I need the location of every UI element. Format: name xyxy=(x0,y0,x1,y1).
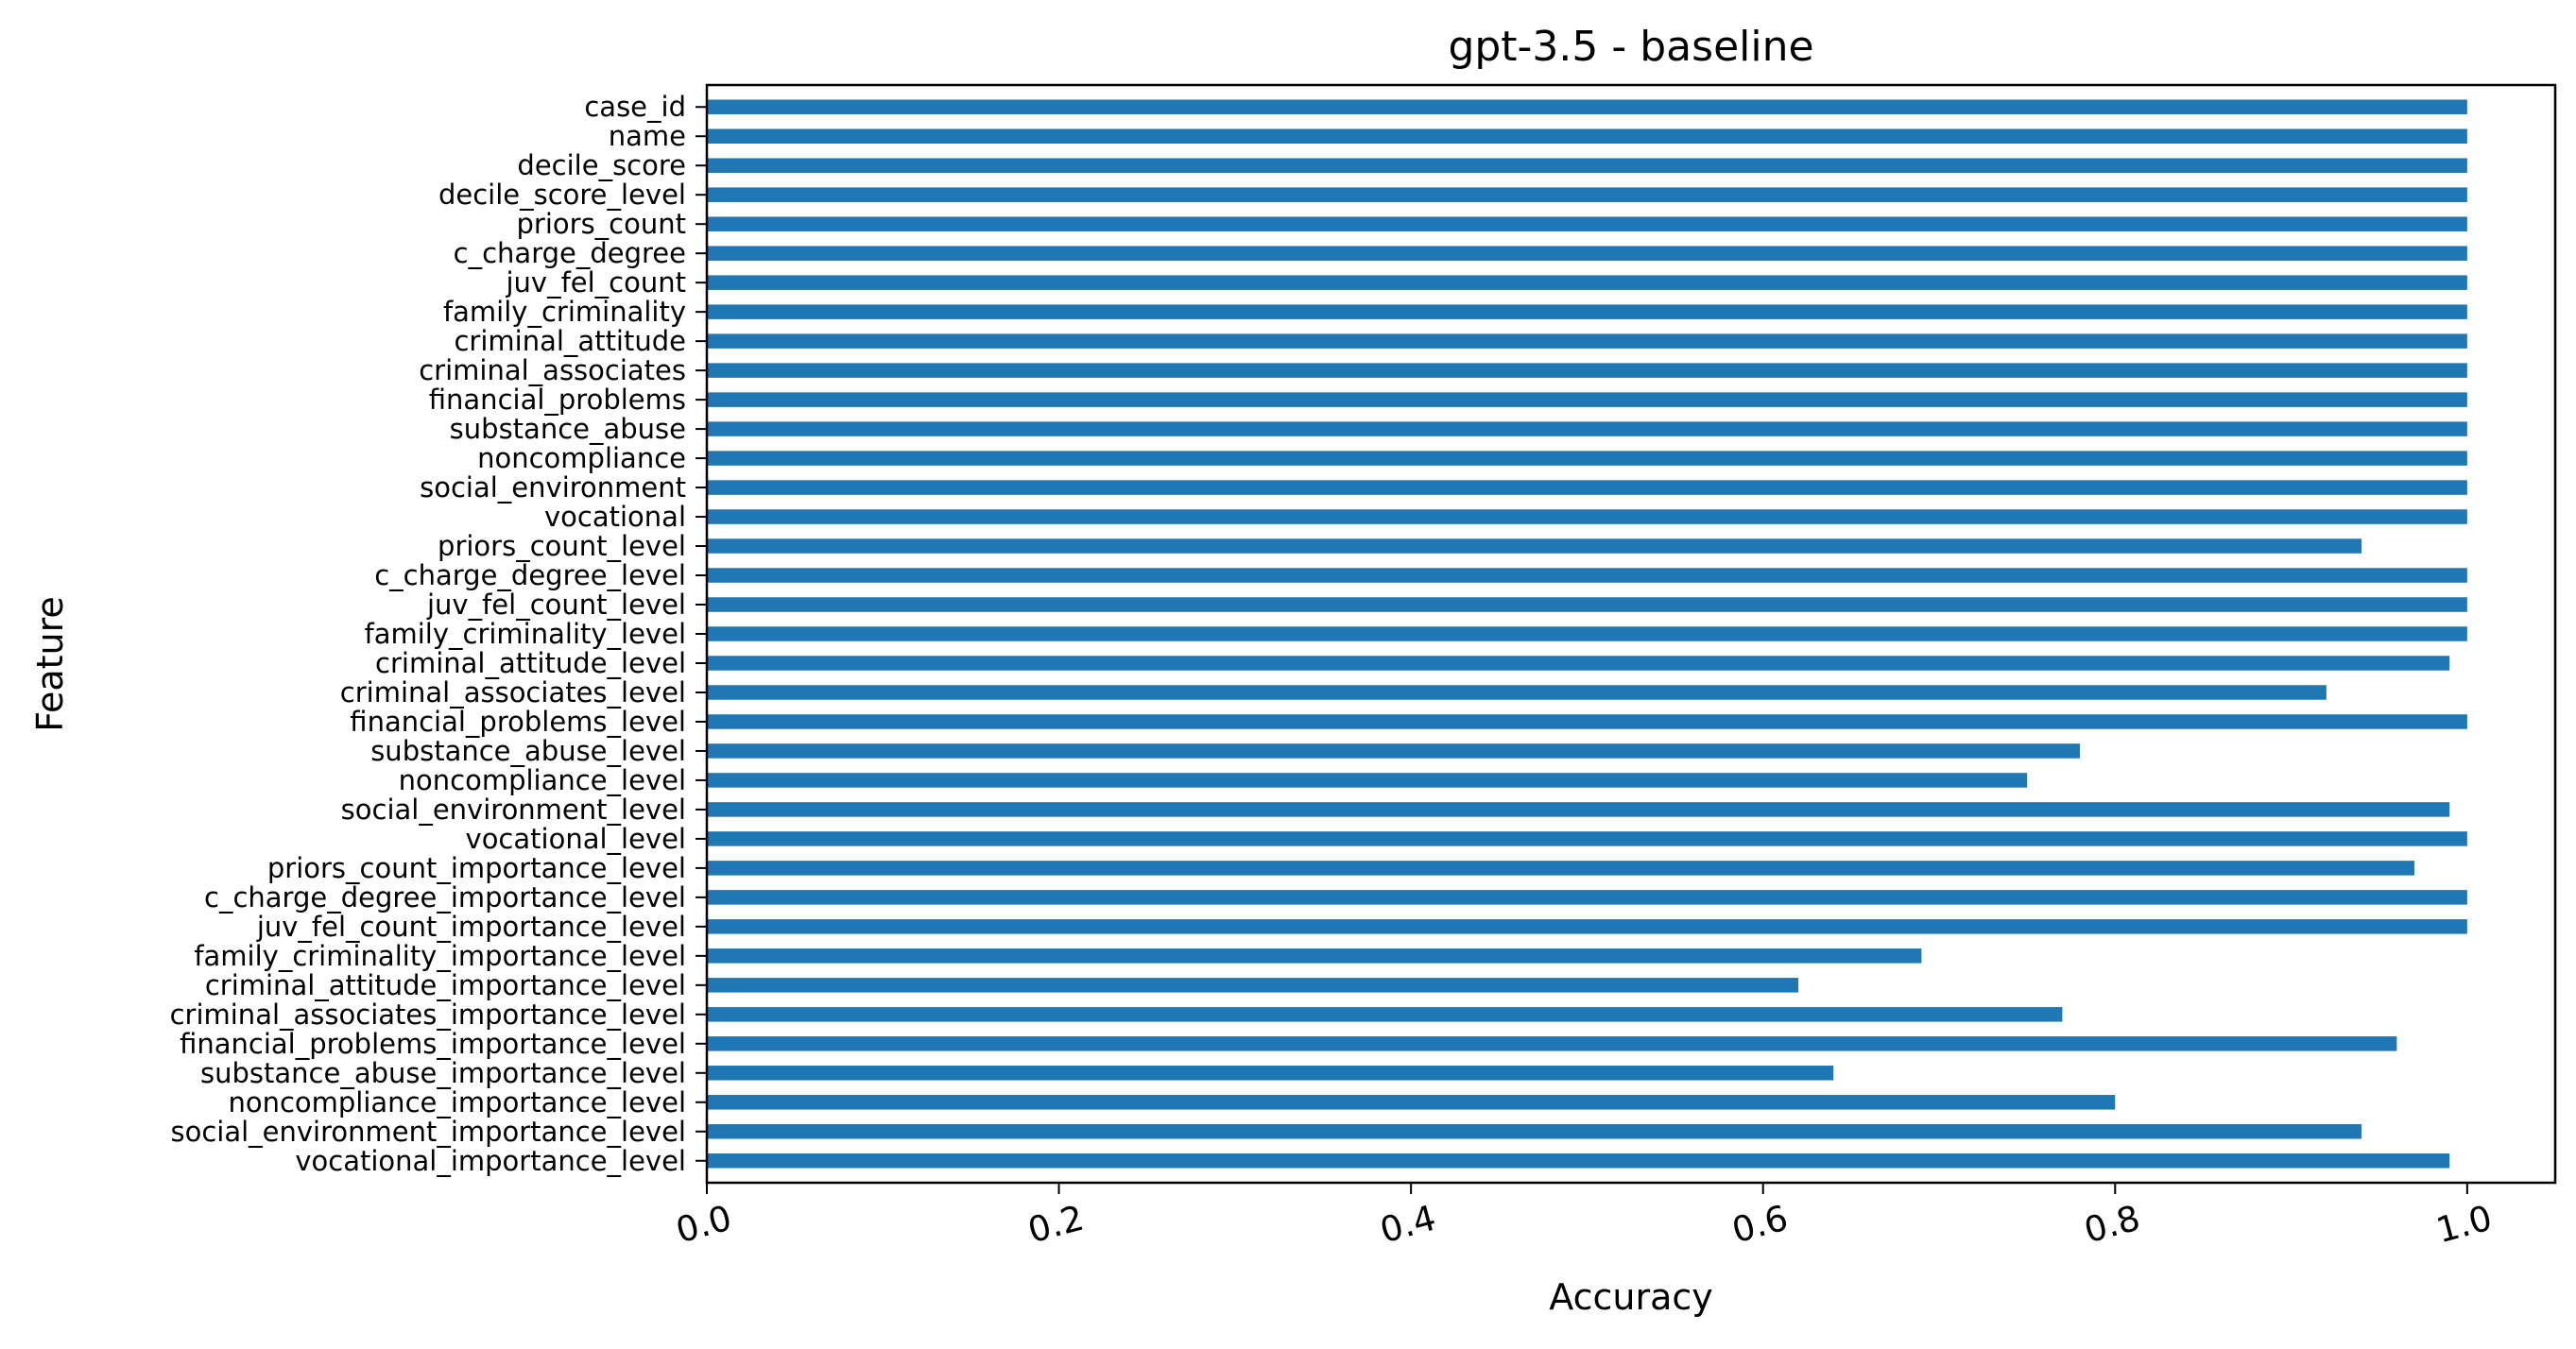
bar-vocational-level xyxy=(707,831,2467,846)
bar-priors-count-level xyxy=(707,538,2362,554)
y-tick-label: priors_count_importance_level xyxy=(267,852,686,884)
y-tick-label: financial_problems xyxy=(429,384,686,416)
y-axis-label: Feature xyxy=(29,596,71,732)
y-tick-label: criminal_attitude_importance_level xyxy=(205,969,686,1001)
y-tick-label: noncompliance_importance_level xyxy=(228,1086,686,1118)
y-tick-label: priors_count_level xyxy=(438,530,686,562)
bar-criminal-attitude-level xyxy=(707,656,2450,671)
bar-financial-problems-importance-level xyxy=(707,1036,2397,1051)
bar-criminal-attitude-importance-level xyxy=(707,978,1798,993)
y-tick-label: juv_fel_count xyxy=(505,266,686,299)
y-tick-label: vocational_level xyxy=(466,823,686,855)
bar-decile-score-level xyxy=(707,187,2467,202)
y-tick-label: noncompliance xyxy=(477,442,686,474)
bars-group xyxy=(707,99,2467,1169)
y-tick-label: decile_score xyxy=(517,149,686,181)
bar-social-environment-level xyxy=(707,802,2450,817)
bar-criminal-associates-level xyxy=(707,685,2327,700)
y-tick-label: c_charge_degree xyxy=(454,237,686,269)
y-tick-label: criminal_attitude_level xyxy=(375,647,686,679)
bar-financial-problems xyxy=(707,392,2467,407)
bar-juv-fel-count-importance-level xyxy=(707,919,2467,934)
y-tick-label: financial_problems_importance_level xyxy=(180,1028,686,1060)
bar-criminal-attitude xyxy=(707,333,2467,349)
y-tick-label: criminal_associates xyxy=(419,354,686,386)
y-tick-label: priors_count xyxy=(517,208,686,240)
y-tick-label: family_criminality_importance_level xyxy=(194,940,686,972)
y-tick-label: social_environment_level xyxy=(341,794,686,826)
bar-family-criminality-level xyxy=(707,626,2467,641)
chart-title: gpt-3.5 - baseline xyxy=(1448,23,1813,71)
bar-family-criminality xyxy=(707,304,2467,319)
y-tick-label: criminal_associates_importance_level xyxy=(170,999,686,1031)
bar-priors-count-importance-level xyxy=(707,861,2414,876)
bar-vocational-importance-level xyxy=(707,1153,2450,1169)
bar-vocational xyxy=(707,509,2467,524)
bar-name xyxy=(707,128,2467,144)
bar-noncompliance-level xyxy=(707,773,2028,788)
y-tick-label: noncompliance_level xyxy=(399,764,686,796)
y-tick-label: c_charge_degree_level xyxy=(374,559,686,591)
y-tick-label: c_charge_degree_importance_level xyxy=(204,881,686,914)
bar-priors-count xyxy=(707,216,2467,231)
bar-juv-fel-count-level xyxy=(707,597,2467,612)
bar-noncompliance xyxy=(707,451,2467,466)
bar-social-environment-importance-level xyxy=(707,1124,2362,1139)
y-tick-label: criminal_attitude xyxy=(454,325,686,357)
bar-substance-abuse-level xyxy=(707,743,2081,759)
bar-family-criminality-importance-level xyxy=(707,948,1922,964)
bar-financial-problems-level xyxy=(707,714,2467,729)
y-tick-label: juv_fel_count_level xyxy=(426,589,686,621)
bar-social-environment xyxy=(707,480,2467,495)
bar-case-id xyxy=(707,99,2467,114)
y-tick-label: name xyxy=(609,120,686,152)
bar-substance-abuse xyxy=(707,421,2467,436)
y-tick-label: case_id xyxy=(584,91,686,123)
y-tick-label: substance_abuse xyxy=(450,413,686,445)
bar-c-charge-degree-level xyxy=(707,568,2467,583)
y-tick-label: substance_abuse_importance_level xyxy=(200,1057,686,1089)
y-tick-group: case_idnamedecile_scoredecile_score_leve… xyxy=(170,91,707,1177)
y-tick-label: substance_abuse_level xyxy=(370,735,686,767)
y-tick-label: decile_score_level xyxy=(438,179,686,211)
y-tick-label: criminal_associates_level xyxy=(340,676,686,709)
bar-noncompliance-importance-level xyxy=(707,1095,2116,1110)
bar-c-charge-degree xyxy=(707,246,2467,261)
bar-decile-score xyxy=(707,158,2467,173)
y-tick-label: family_criminality_level xyxy=(365,618,687,650)
x-axis-label: Accuracy xyxy=(1549,1276,1713,1318)
y-tick-label: vocational_importance_level xyxy=(295,1145,686,1177)
y-tick-label: family_criminality xyxy=(443,296,686,328)
y-tick-label: social_environment_importance_level xyxy=(170,1116,686,1148)
y-tick-label: juv_fel_count_importance_level xyxy=(256,911,686,943)
bar-c-charge-degree-importance-level xyxy=(707,890,2467,905)
y-tick-label: vocational xyxy=(544,501,686,533)
y-tick-label: social_environment xyxy=(420,471,686,504)
bar-substance-abuse-importance-level xyxy=(707,1066,1834,1081)
bar-criminal-associates xyxy=(707,363,2467,378)
bar-juv-fel-count xyxy=(707,275,2467,290)
y-tick-label: financial_problems_level xyxy=(350,706,686,738)
bar-criminal-associates-importance-level xyxy=(707,1007,2063,1022)
plot-frame xyxy=(705,83,2557,1185)
